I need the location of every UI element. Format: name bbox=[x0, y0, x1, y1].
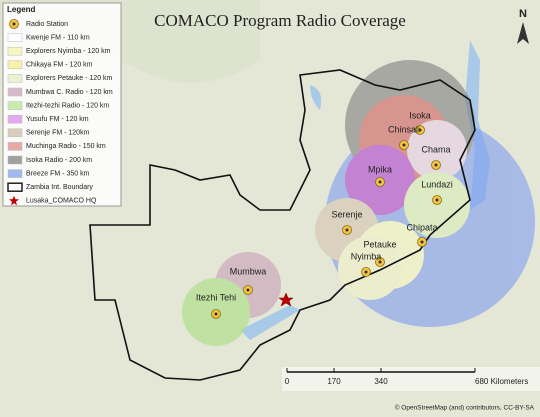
lake bbox=[240, 305, 300, 340]
legend-label: Serenje FM - 120km bbox=[26, 130, 90, 137]
station-icon-dot bbox=[345, 228, 349, 232]
legend-label: Muchinga Radio - 150 km bbox=[26, 143, 106, 150]
legend-label: Yusufu FM - 120 km bbox=[26, 116, 89, 123]
place-label: Isoka bbox=[409, 110, 431, 120]
legend-swatch bbox=[7, 46, 23, 56]
scale-label: 340 bbox=[374, 377, 388, 386]
legend-label: Kwenje FM - 110 km bbox=[26, 34, 90, 41]
north-arrow bbox=[517, 22, 529, 44]
legend-label: Isoka Radio - 200 km bbox=[26, 157, 92, 164]
place-label: Serenje bbox=[331, 209, 362, 219]
lake bbox=[310, 85, 322, 110]
legend-box bbox=[2, 2, 122, 207]
map-title: COMACO Program Radio Coverage bbox=[154, 11, 406, 30]
coverage bbox=[338, 236, 402, 300]
place-label: Mpika bbox=[368, 164, 392, 174]
legend-swatch bbox=[7, 155, 23, 165]
station-icon-dot bbox=[418, 128, 422, 132]
place-label: Mumbwa bbox=[230, 266, 267, 276]
scale-bar-bg bbox=[282, 367, 540, 391]
station-icon-dot bbox=[402, 143, 406, 147]
legend-label: Itezhi-tezhi Radio - 120 km bbox=[26, 102, 109, 109]
station-icon-dot bbox=[12, 22, 16, 26]
station-icon-dot bbox=[378, 180, 382, 184]
north-label: N bbox=[519, 8, 527, 20]
station-icon-dot bbox=[434, 163, 438, 167]
station-icon-dot bbox=[246, 288, 250, 292]
legend-label: Explorers Petauke - 120 km bbox=[26, 75, 113, 82]
attribution: © OpenStreetMap (and) contributors, CC-B… bbox=[395, 404, 535, 412]
zambia-boundary bbox=[89, 69, 476, 381]
place-label: Chinsali bbox=[388, 124, 420, 134]
place-label: Petauke bbox=[363, 239, 396, 249]
legend-swatch bbox=[7, 142, 23, 151]
legend-title: Legend bbox=[7, 5, 36, 14]
station-icon-dot bbox=[420, 240, 424, 244]
place-label: Lundazi bbox=[421, 179, 453, 189]
legend-swatch bbox=[7, 169, 23, 178]
legend-swatch bbox=[7, 182, 23, 192]
station-icon-dot bbox=[364, 270, 368, 274]
legend-label: Zambia Int. Boundary bbox=[26, 184, 93, 191]
legend-label: Lusaka_COMACO HQ bbox=[26, 198, 97, 205]
coverage bbox=[404, 172, 470, 238]
coverage bbox=[407, 120, 467, 180]
hq-marker bbox=[278, 292, 294, 307]
legend-swatch bbox=[7, 114, 23, 124]
legend-label: Breeze FM - 350 km bbox=[26, 170, 90, 177]
legend-hq bbox=[9, 195, 19, 206]
scale-label: 0 bbox=[285, 377, 290, 386]
legend-swatch bbox=[7, 87, 23, 97]
scale-label: 680 Kilometers bbox=[475, 377, 528, 386]
place-label: Nyimba bbox=[351, 251, 382, 261]
legend-swatch bbox=[7, 128, 23, 138]
legend-swatch bbox=[7, 74, 23, 83]
legend-label: Radio Station bbox=[26, 21, 68, 28]
place-label: Chama bbox=[421, 144, 450, 154]
station-icon-dot bbox=[435, 198, 439, 202]
legend-label: Mumbwa C. Radio - 120 km bbox=[26, 89, 113, 96]
station-icon-dot bbox=[378, 260, 382, 264]
legend-label: Explorers Nyimba - 120 km bbox=[26, 48, 111, 55]
scale-label: 170 bbox=[327, 377, 341, 386]
legend-swatch bbox=[7, 33, 23, 42]
legend-swatch bbox=[7, 101, 23, 110]
legend-label: Chikaya FM - 120 km bbox=[26, 62, 93, 69]
station-icon-dot bbox=[214, 312, 218, 316]
legend-swatch bbox=[7, 60, 23, 70]
place-label: Chipata bbox=[406, 222, 437, 232]
place-label: Itezhi Tehi bbox=[196, 292, 236, 302]
